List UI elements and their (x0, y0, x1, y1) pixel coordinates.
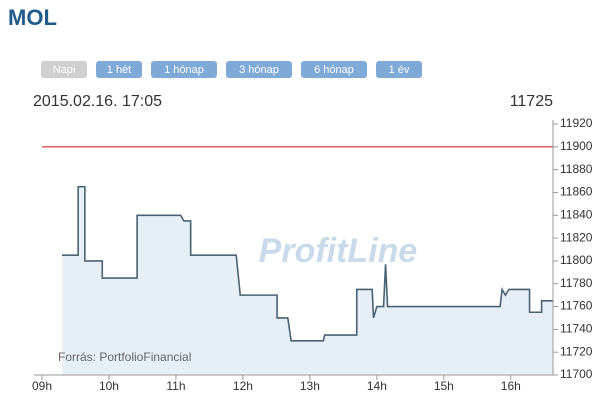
button-label: 1 hónap (164, 64, 204, 76)
y-tick-label: 11820 (560, 230, 593, 244)
y-tick-label: 11920 (560, 116, 593, 130)
range-button[interactable]: 3 hónap (226, 61, 292, 78)
timestamp: 2015.02.16. 17:05 (33, 93, 162, 110)
button-label: 1 év (389, 64, 410, 76)
x-tick-label: 12h (233, 379, 253, 393)
range-button[interactable]: 1 év (376, 61, 422, 78)
y-tick-label: 11880 (560, 162, 593, 176)
x-tick-label: 15h (434, 379, 454, 393)
source: Forrás: PortfolioFinancial (58, 350, 191, 364)
button-label: 6 hónap (314, 64, 354, 76)
x-tick-label: 13h (300, 379, 320, 393)
x-tick-label: 16h (501, 379, 521, 393)
x-tick-label: 11h (166, 379, 185, 393)
x-tick-label: 09h (32, 379, 52, 393)
y-tick-label: 11840 (560, 207, 593, 221)
x-tick-label: 10h (99, 379, 119, 393)
page-title: MOL (8, 5, 57, 30)
range-button[interactable]: Napi (41, 61, 87, 78)
watermark: ProfitLine (259, 232, 418, 270)
y-tick-label: 11720 (560, 344, 593, 358)
range-button[interactable]: 1 hét (96, 61, 142, 78)
range-button[interactable]: 6 hónap (301, 61, 367, 78)
y-tick-label: 11800 (560, 253, 593, 267)
button-bg (151, 61, 217, 78)
button-label: Napi (53, 64, 76, 76)
button-label: 1 hét (107, 64, 131, 76)
price-area (62, 186, 554, 375)
y-tick-label: 11700 (560, 367, 593, 381)
last-price: 11725 (510, 93, 553, 110)
y-tick-label: 11780 (560, 276, 593, 290)
button-bg (96, 61, 142, 78)
y-tick-label: 11900 (560, 139, 593, 153)
button-bg (226, 61, 292, 78)
range-button[interactable]: 1 hónap (151, 61, 217, 78)
y-tick-label: 11740 (560, 322, 593, 336)
button-bg (41, 61, 87, 78)
y-tick-label: 11860 (560, 185, 593, 199)
button-bg (301, 61, 367, 78)
x-tick-label: 14h (367, 379, 387, 393)
button-bg (376, 61, 422, 78)
y-tick-label: 11760 (560, 299, 593, 313)
button-label: 3 hónap (239, 64, 279, 76)
price-line (62, 185, 553, 342)
